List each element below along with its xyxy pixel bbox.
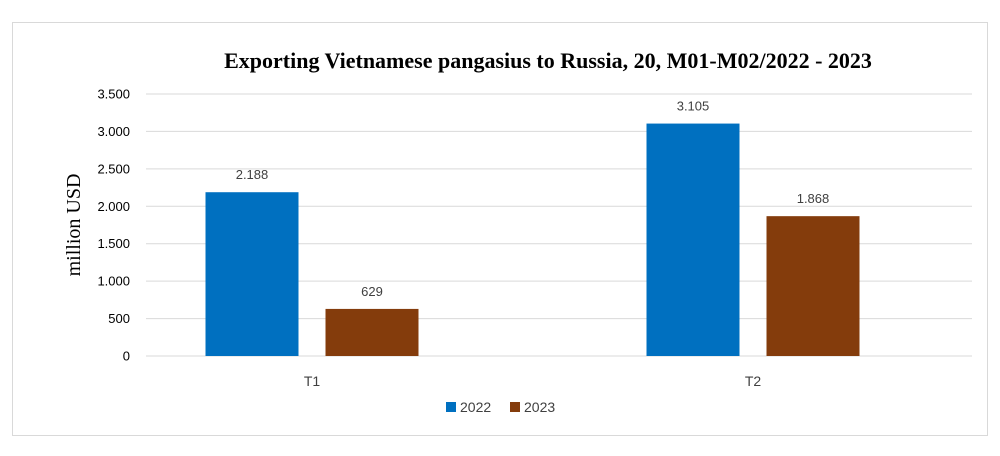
data-labels: 2.188 3.105 629 1.868 xyxy=(236,99,830,299)
chart-title: Exporting Vietnamese pangasius to Russia… xyxy=(224,48,872,73)
legend-label: 2022 xyxy=(460,399,491,415)
data-label: 1.868 xyxy=(797,191,830,206)
legend-swatch xyxy=(510,402,520,412)
x-category-label: T2 xyxy=(745,373,762,389)
y-tick-label: 2.500 xyxy=(97,161,130,176)
bar-2023-T1 xyxy=(325,308,419,356)
y-tick-label: 3.000 xyxy=(97,124,130,139)
legend: 2022 2023 xyxy=(446,399,555,415)
legend-swatch xyxy=(446,402,456,412)
y-tick-label: 1.500 xyxy=(97,236,130,251)
data-label: 629 xyxy=(361,284,383,299)
y-axis-label: million USD xyxy=(63,174,85,277)
bar-2022-T1 xyxy=(205,192,299,356)
x-category-label: T1 xyxy=(304,373,321,389)
y-axis-ticks: 0 500 1.000 1.500 2.000 2.500 3.000 3.500 xyxy=(97,87,130,364)
bar-2023-T2 xyxy=(766,216,860,356)
y-tick-label: 2.000 xyxy=(97,199,130,214)
data-label: 3.105 xyxy=(677,99,710,114)
legend-label: 2023 xyxy=(524,399,555,415)
data-label: 2.188 xyxy=(236,167,269,182)
x-axis-categories: T1 T2 xyxy=(304,373,762,389)
bar-2022-T2 xyxy=(646,123,740,356)
y-tick-label: 500 xyxy=(108,311,130,326)
y-tick-label: 3.500 xyxy=(97,87,130,102)
y-tick-label: 0 xyxy=(123,349,130,364)
bars xyxy=(205,123,860,356)
y-tick-label: 1.000 xyxy=(97,274,130,289)
